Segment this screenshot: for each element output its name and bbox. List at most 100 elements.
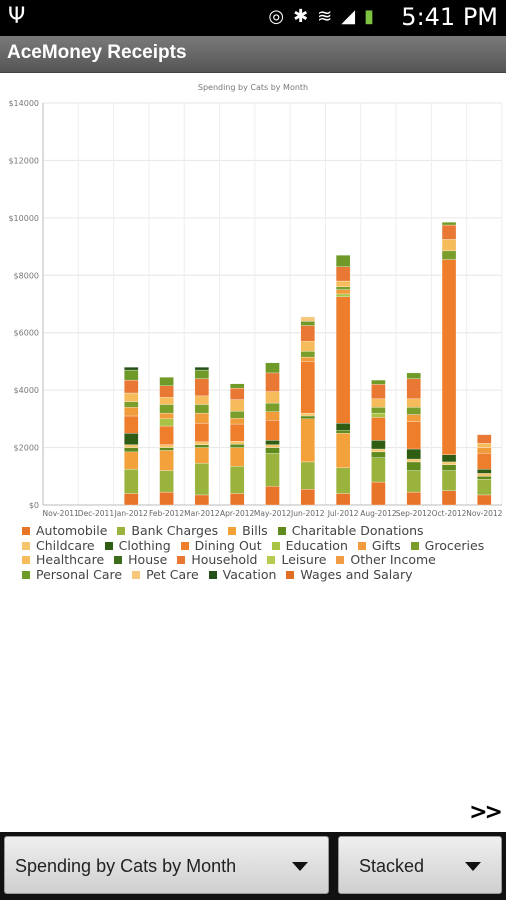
status-bar: Ψ ◎ ✱ ≋ ◢ ▮ 5:41 PM [0, 0, 506, 36]
legend-swatch [177, 556, 186, 565]
x-tick-label: May-2012 [254, 509, 291, 518]
chart-legend: Automobile Bank Charges Bills Charitable Do… [22, 523, 502, 583]
bar-segment [265, 391, 280, 404]
chart-mode-value: Stacked [359, 856, 425, 876]
legend-item: Healthcare [22, 552, 105, 568]
bar-segment [335, 266, 351, 282]
bar-segment [406, 378, 421, 399]
x-tick-label: Oct-2012 [432, 509, 467, 518]
bar-segment [335, 286, 351, 290]
bar-segment [265, 447, 280, 454]
bar-segment [406, 372, 421, 379]
bar-segment [194, 367, 210, 371]
bar-segment [371, 407, 386, 414]
bar-segment [371, 451, 386, 458]
bar-segment [194, 441, 210, 445]
bar-segment [159, 397, 174, 405]
legend-swatch [357, 541, 366, 550]
app-title: AceMoney Receipts [7, 42, 187, 63]
x-tick-label: Dec-2011 [78, 509, 115, 518]
bar-segment [265, 402, 280, 412]
bar-segment [194, 447, 210, 464]
legend-item: Dining Out [180, 537, 262, 554]
bar-segment [194, 395, 210, 405]
bar-segment [371, 448, 386, 453]
signal-icon: ◢ [341, 6, 356, 27]
legend-swatch [114, 556, 123, 565]
legend-label: Healthcare [36, 552, 105, 568]
bar-segment [124, 444, 139, 448]
bar-segment [300, 361, 315, 414]
bar-segment [300, 325, 315, 342]
chart-mode-select[interactable]: Stacked [338, 836, 502, 894]
bar-segment [406, 398, 421, 408]
x-tick-label: Nov-2012 [466, 509, 502, 518]
bar-segment [441, 490, 457, 506]
legend-label: Pet Care [146, 566, 199, 582]
bar-segment [194, 412, 210, 424]
clock: 5:41 PM [401, 3, 498, 31]
bar-segment [124, 392, 139, 402]
bar-segment [441, 250, 457, 260]
legend-swatch [104, 541, 113, 550]
bar-segment [300, 412, 315, 417]
bar-segment [159, 418, 174, 427]
bar-segment [406, 407, 421, 415]
bar-segment [230, 399, 245, 412]
bar-segment [477, 453, 492, 470]
bar-segment [124, 367, 139, 371]
legend-item: Gifts [357, 538, 401, 554]
bar-segment [477, 443, 492, 448]
bar-segment [194, 463, 210, 496]
legend-item: Bank Charges [117, 523, 219, 539]
legend-item: Wages and Salary [286, 567, 412, 583]
app-title-bar: AceMoney Receipts [0, 36, 506, 73]
legend-label: Bank Charges [131, 523, 219, 538]
legend-label: Automobile [36, 523, 108, 538]
bar-segment [477, 434, 492, 444]
x-tick-label: Nov-2011 [43, 509, 79, 518]
legend-swatch [22, 570, 30, 579]
legend-item: Charitable Donations [277, 523, 424, 539]
report-type-select[interactable]: Spending by Cats by Month [4, 836, 329, 894]
legend-label: Dining Out [194, 537, 262, 553]
wifi-icon: ≋ [317, 6, 333, 27]
next-button[interactable]: >> [469, 800, 503, 825]
bar-segment [230, 441, 245, 445]
battery-icon: ▮ [364, 6, 374, 27]
bar-segment [194, 378, 210, 397]
bar-segment [371, 384, 386, 399]
bar-segment [230, 447, 245, 467]
bar-segment [335, 289, 351, 295]
bar-segment [124, 447, 139, 453]
bar-segment [194, 423, 210, 442]
bar-segment [159, 450, 174, 471]
legend-swatch [117, 527, 126, 535]
bluetooth-icon: ✱ [293, 6, 309, 27]
bar-segment [159, 447, 174, 451]
bar-segment [194, 444, 210, 448]
bar-segment [230, 423, 245, 442]
bar-segment [441, 222, 457, 226]
bar-segment [441, 454, 457, 463]
legend-swatch [208, 570, 217, 579]
legend-swatch [286, 570, 295, 579]
bar-segment [371, 398, 386, 408]
legend-swatch [271, 541, 280, 550]
legend-item: Leisure [267, 552, 326, 568]
legend-label: House [128, 552, 168, 568]
bar-segment [265, 420, 280, 441]
x-tick-label: Apr-2012 [220, 509, 255, 518]
x-tick-label: Jun-2012 [290, 509, 325, 518]
bar-segment [371, 379, 386, 385]
bar-segment [230, 383, 245, 389]
x-tick-label: Feb-2012 [149, 509, 184, 518]
legend-label: Charitable Donations [291, 523, 424, 538]
bar-segment [265, 362, 280, 374]
legend-item: Vacation [208, 567, 276, 583]
bar-segment [441, 464, 457, 471]
bar-segment [159, 470, 174, 493]
legend-swatch [267, 556, 276, 565]
bottom-controls: Spending by Cats by Month Stacked [0, 832, 506, 900]
bar-segment [371, 412, 386, 418]
